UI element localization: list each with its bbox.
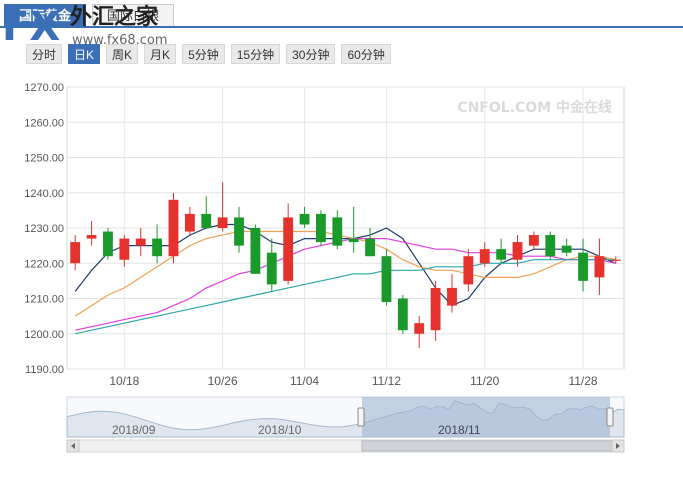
candle-body — [168, 199, 179, 257]
candle-body — [578, 252, 588, 281]
candle-body — [332, 217, 343, 246]
candle-body — [447, 287, 457, 306]
period-button-60min[interactable]: 60分钟 — [341, 44, 391, 64]
x-tick-label: 11/20 — [470, 374, 499, 388]
brand-logo-url: www.fx68.com — [72, 33, 168, 48]
x-tick-label: 11/28 — [568, 374, 597, 388]
candle-body — [283, 217, 294, 281]
candle-body — [201, 213, 212, 228]
candle-body — [152, 238, 163, 257]
candle-body — [234, 217, 244, 246]
y-axis-labels: 1190.00 1200.00 1210.00 1220.00 1230.00 1240.… — [24, 82, 64, 376]
candle-body — [119, 238, 130, 260]
period-button-month[interactable]: 月K — [144, 44, 177, 64]
y-tick-label: 1250.00 — [24, 153, 64, 165]
candle-body — [266, 252, 277, 285]
candle-body — [184, 213, 195, 232]
chevron-left-icon — [71, 443, 75, 449]
period-button-5min[interactable]: 5分钟 — [182, 44, 225, 64]
ma5-line — [74, 223, 617, 307]
y-tick-label: 1220.00 — [24, 258, 64, 270]
candle-body — [545, 235, 556, 257]
tab-gold[interactable]: 国际黄金 — [4, 4, 87, 26]
candle-body — [528, 235, 539, 246]
candle-body — [70, 242, 81, 264]
watermark-text: CNFOL.COM 中金在线 — [457, 99, 612, 116]
candle-body — [348, 238, 359, 243]
brand-logo-mark: FX — [2, 4, 60, 48]
candle-body — [250, 228, 261, 274]
x-axis-labels: 10/18 10/26 11/04 11/12 11/20 11/28 — [109, 374, 598, 388]
tab-silver[interactable]: 国际白银 — [92, 4, 175, 26]
x-tick-label: 11/04 — [290, 374, 319, 388]
candle-body — [479, 249, 490, 264]
candle-body — [414, 323, 425, 334]
navigator-label-nov: 2018/11 — [438, 423, 481, 437]
candle-body — [561, 245, 572, 253]
y-tick-label: 1190.00 — [25, 364, 64, 376]
x-tick-label: 10/18 — [109, 374, 139, 388]
candle-body — [381, 256, 392, 303]
period-selector: 分时 日K 周K 月K 5分钟 15分钟 30分钟 60分钟 — [26, 44, 391, 64]
candle-body — [594, 256, 605, 278]
y-tick-label: 1270.00 — [24, 82, 64, 94]
y-tick-label: 1210.00 — [24, 294, 64, 306]
navigator[interactable]: 2018/09 2018/10 2018/11 — [66, 396, 625, 438]
navigator-label-oct: 2018/10 — [258, 423, 302, 437]
brand-logo-name: 外汇之家 — [70, 4, 159, 30]
y-tick-label: 1240.00 — [24, 188, 64, 200]
candle-body — [86, 235, 97, 239]
scrollbar[interactable] — [66, 439, 625, 453]
y-tick-label: 1260.00 — [24, 117, 64, 129]
candle-body — [496, 249, 507, 260]
navigator-selection[interactable] — [362, 397, 610, 437]
x-tick-label: 10/26 — [208, 374, 238, 388]
candle-body — [397, 298, 408, 331]
navigator-handle-left[interactable] — [357, 407, 365, 427]
period-button-15min[interactable]: 15分钟 — [230, 44, 281, 64]
candle-body — [512, 242, 523, 260]
candle-body — [316, 213, 326, 243]
candle-body — [365, 238, 375, 257]
candle-body — [463, 256, 474, 285]
navigator-handle-right[interactable] — [606, 407, 614, 427]
ma30-line — [75, 259, 616, 335]
candle-body — [299, 213, 310, 225]
tab-underline — [0, 26, 683, 28]
moving-average-lines — [74, 223, 617, 335]
candle-body — [430, 287, 441, 331]
candles — [70, 182, 621, 348]
brand-logo: FX 外汇之家 www.fx68.com — [2, 4, 168, 48]
candle-body — [135, 238, 146, 246]
navigator-label-sep: 2018/09 — [112, 423, 156, 437]
x-tick-label: 11/12 — [372, 374, 401, 388]
scroll-thumb[interactable] — [361, 440, 613, 452]
chevron-right-icon — [616, 443, 620, 449]
period-button-day[interactable]: 日K — [68, 44, 101, 64]
y-tick-label: 1230.00 — [24, 223, 64, 235]
period-button-30min[interactable]: 30分钟 — [286, 44, 336, 64]
market-tabs: 国际黄金 国际白银 — [4, 4, 175, 26]
candle-body — [217, 217, 228, 228]
period-button-tick[interactable]: 分时 — [26, 44, 63, 64]
ma10-line — [74, 230, 616, 317]
y-tick-label: 1200.00 — [24, 329, 64, 341]
period-button-week[interactable]: 周K — [106, 44, 139, 64]
ma20-line — [75, 238, 616, 331]
candle-body — [610, 259, 621, 261]
candle-body — [103, 231, 113, 257]
